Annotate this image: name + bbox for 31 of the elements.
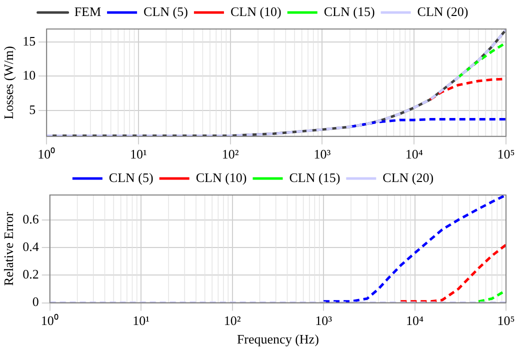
- legend-label: CLN (20): [382, 170, 434, 185]
- x-tick-label: 10⁴: [405, 146, 424, 162]
- y-tick-label: 10: [22, 68, 36, 83]
- legend-label: CLN (15): [324, 4, 375, 19]
- x-tick-label: 10⁵: [497, 146, 515, 162]
- legend-label: CLN (10): [230, 4, 282, 19]
- x-tick-label: 10³: [315, 313, 332, 328]
- legend-label: FEM: [74, 4, 102, 19]
- legend-label: CLN (15): [289, 170, 340, 185]
- y-tick-label: 0: [32, 294, 39, 310]
- y-tick-label: 5: [29, 102, 36, 117]
- y-tick-label: 15: [22, 33, 36, 48]
- legend-label: CLN (20): [417, 4, 468, 19]
- y-axis-title: Relative Error: [1, 211, 16, 286]
- x-tick-label: 10²: [224, 313, 241, 328]
- x-tick-label: 10²: [222, 146, 239, 162]
- legend-label: CLN (5): [144, 4, 188, 19]
- x-tick-label: 10³: [314, 146, 331, 162]
- x-tick-label: 10⁴: [406, 313, 424, 328]
- x-axis-title: Frequency (Hz): [236, 332, 319, 347]
- legend-label: CLN (10): [196, 170, 247, 185]
- y-tick-label: 0.6: [22, 211, 40, 226]
- x-tick-label: 10¹: [130, 146, 148, 162]
- x-tick-label: 10⁰: [40, 313, 59, 328]
- y-tick-label: 0.4: [22, 238, 40, 254]
- x-tick-label: 10¹: [132, 313, 150, 328]
- y-axis-title: Losses (W/m): [1, 46, 16, 120]
- x-tick-label: 10⁰: [38, 146, 56, 162]
- y-tick-label: 0.2: [22, 266, 39, 282]
- legend-label: CLN (5): [108, 170, 154, 185]
- x-tick-label: 10⁵: [497, 313, 515, 328]
